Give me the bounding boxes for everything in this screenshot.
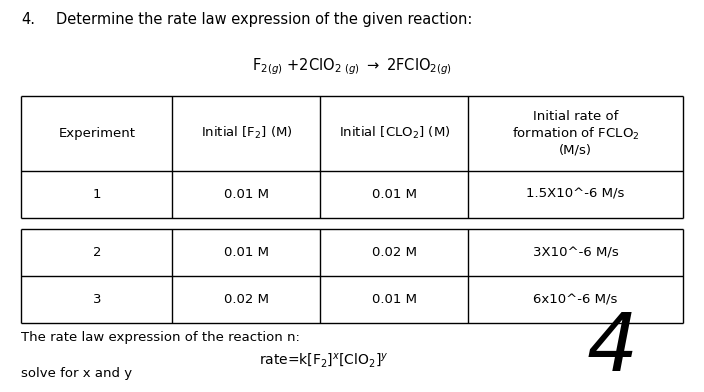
Text: 1.5X10^-6 M/s: 1.5X10^-6 M/s	[527, 187, 624, 201]
Text: 0.01 M: 0.01 M	[372, 187, 417, 201]
Text: 2: 2	[92, 246, 101, 260]
Text: 1: 1	[92, 187, 101, 201]
Text: 4: 4	[587, 310, 638, 388]
Text: solve for x and y: solve for x and y	[21, 367, 132, 380]
Text: Determine the rate law expression of the given reaction:: Determine the rate law expression of the…	[56, 12, 472, 27]
Text: 6x10^-6 M/s: 6x10^-6 M/s	[534, 293, 617, 307]
Text: The rate law expression of the reaction n:: The rate law expression of the reaction …	[21, 331, 300, 344]
Text: Experiment: Experiment	[58, 127, 135, 140]
Text: 0.01 M: 0.01 M	[372, 293, 417, 307]
Text: 4.: 4.	[21, 12, 35, 27]
Text: Initial [CLO$_2$] (M): Initial [CLO$_2$] (M)	[339, 125, 450, 142]
Text: Initial rate of
formation of FCLO$_2$
(M/s): Initial rate of formation of FCLO$_2$ (M…	[512, 110, 639, 156]
Text: 0.01 M: 0.01 M	[224, 246, 269, 260]
Text: 0.02 M: 0.02 M	[224, 293, 269, 307]
Text: 3: 3	[92, 293, 101, 307]
Text: rate=k[F$_2$]$^x$[ClO$_2$]$^y$: rate=k[F$_2$]$^x$[ClO$_2$]$^y$	[259, 352, 389, 369]
Text: F$_{2(g)}$ +2ClO$_{2\ (g)}$ $\rightarrow$ 2FClO$_{2(g)}$: F$_{2(g)}$ +2ClO$_{2\ (g)}$ $\rightarrow…	[252, 57, 452, 78]
Text: 3X10^-6 M/s: 3X10^-6 M/s	[533, 246, 618, 260]
Text: 0.01 M: 0.01 M	[224, 187, 269, 201]
Text: Initial [F$_2$] (M): Initial [F$_2$] (M)	[201, 125, 292, 142]
Text: 0.02 M: 0.02 M	[372, 246, 417, 260]
